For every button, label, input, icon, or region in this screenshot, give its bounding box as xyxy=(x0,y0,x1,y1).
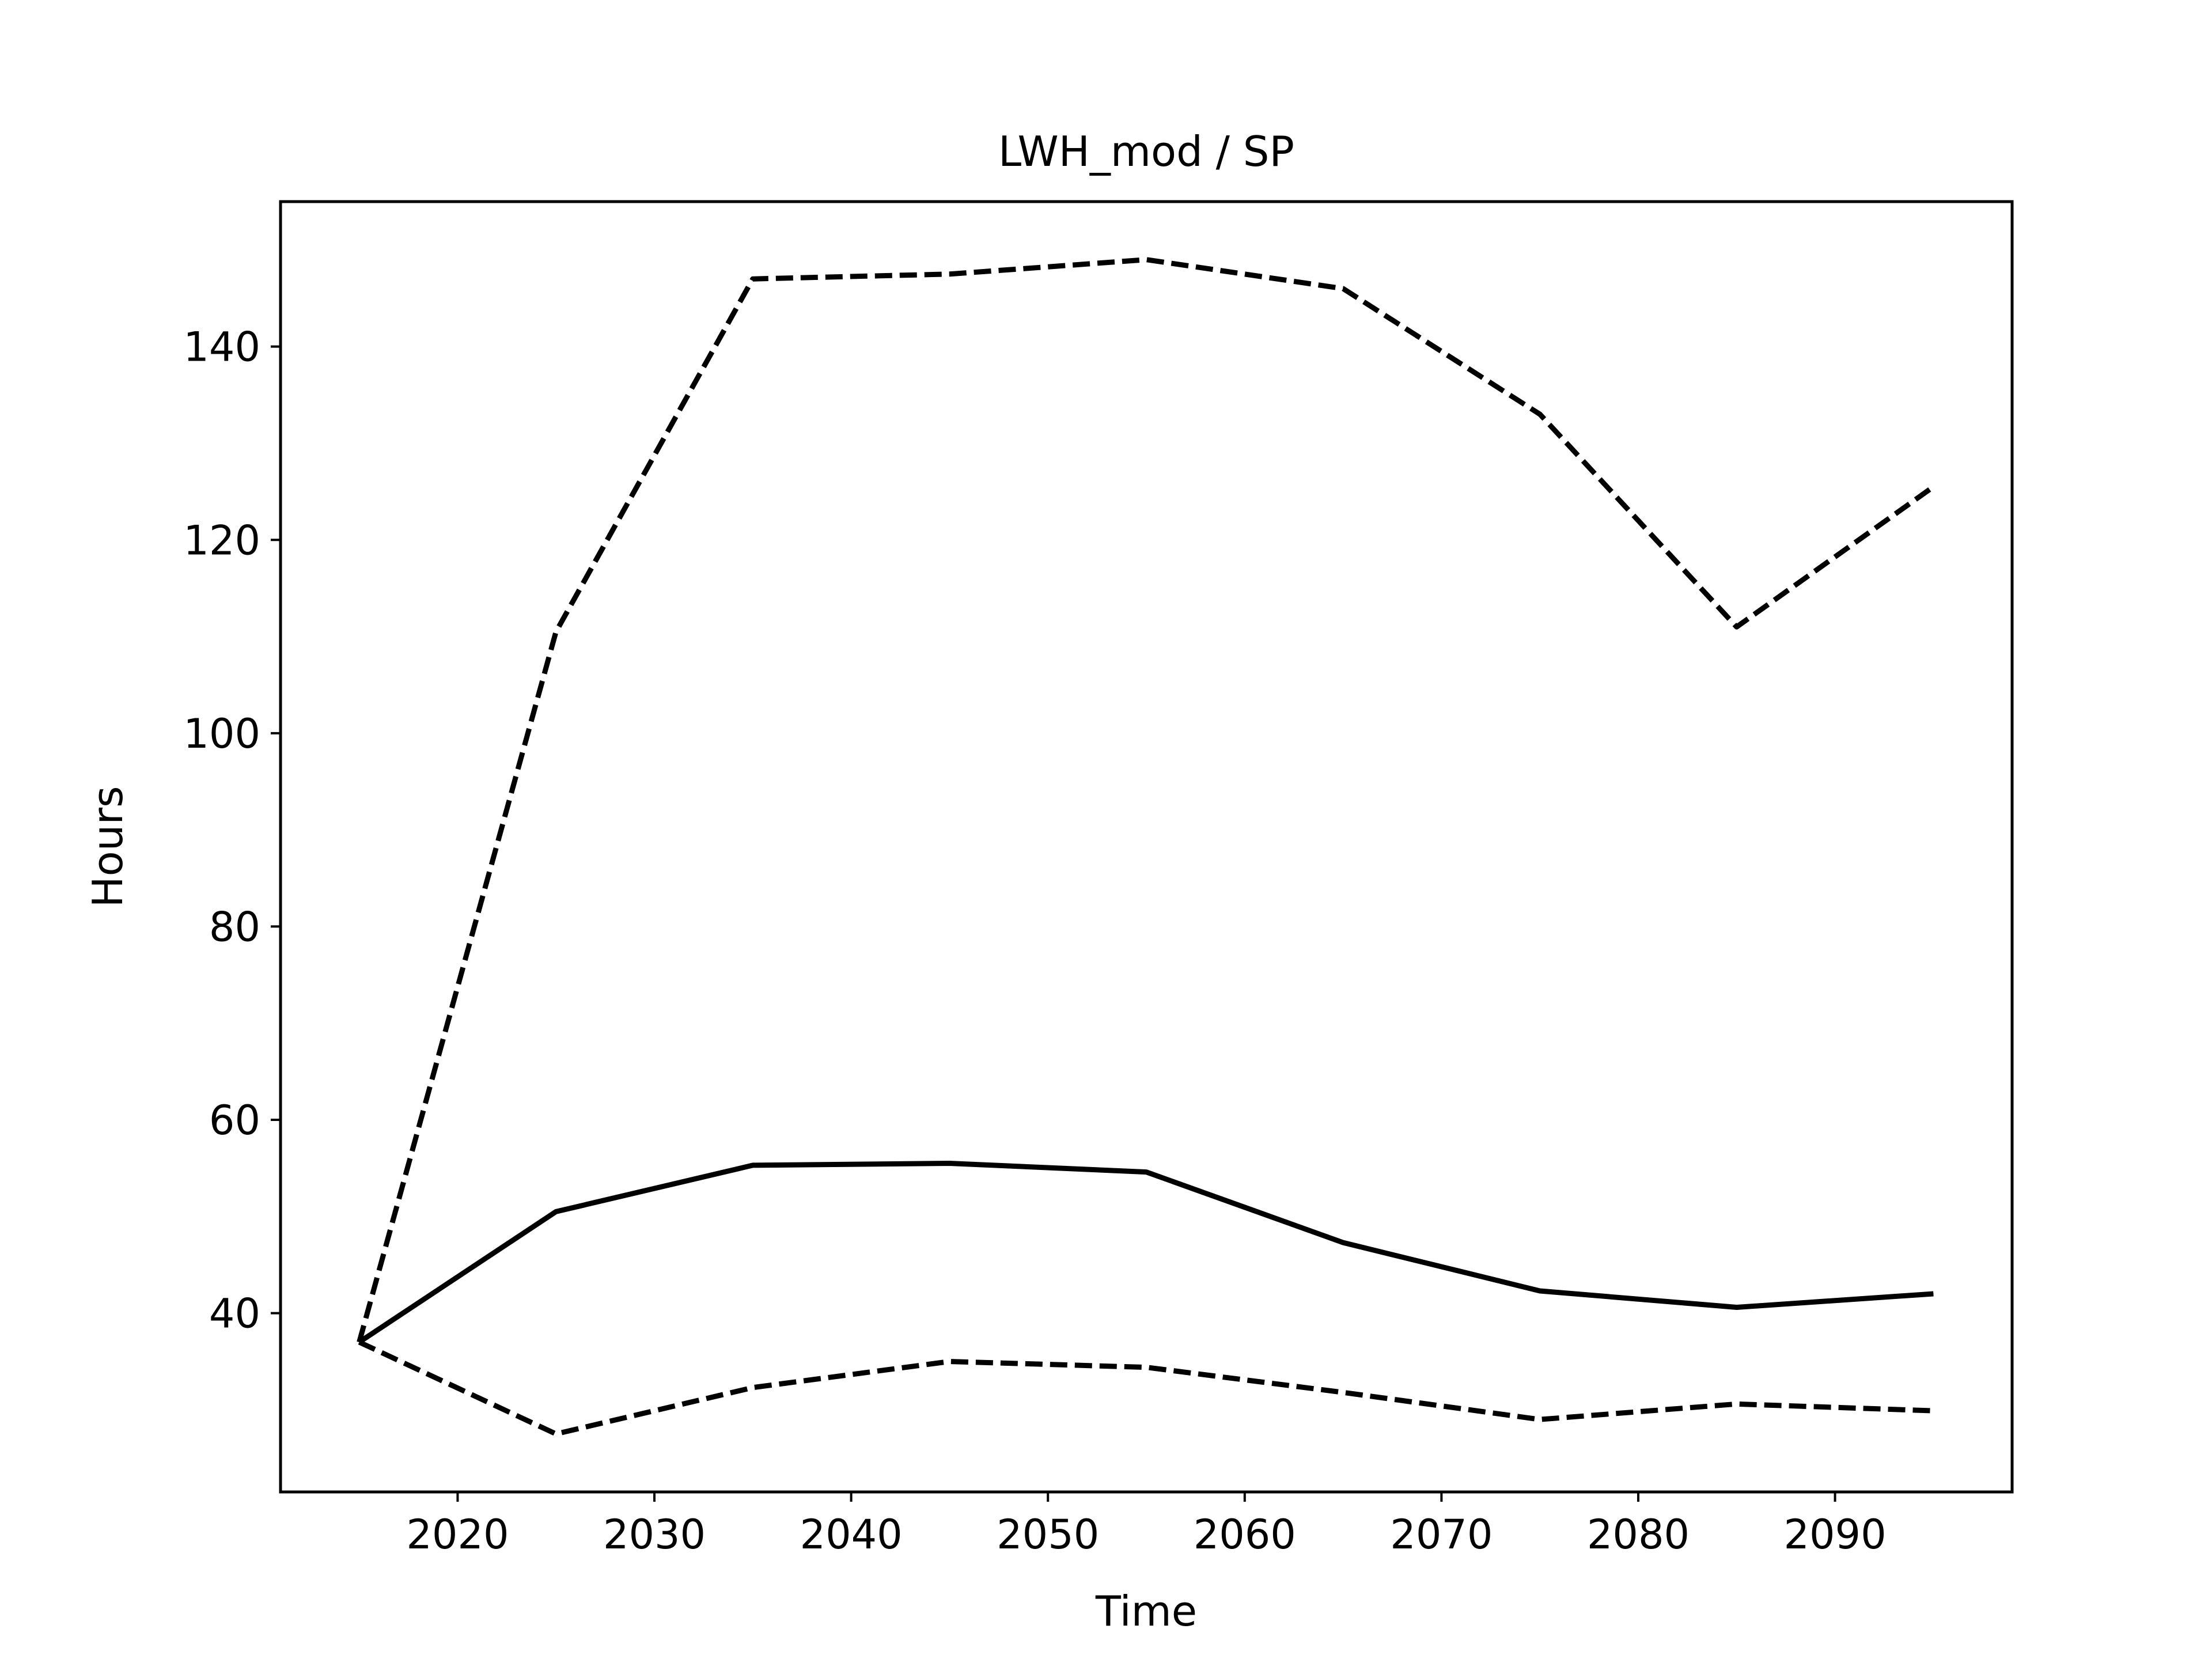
x-axis-label: Time xyxy=(1095,1587,1197,1635)
x-tick-label: 2050 xyxy=(997,1511,1099,1558)
y-tick-label: 120 xyxy=(183,517,260,564)
y-tick-label: 80 xyxy=(209,903,260,950)
y-axis-label: Hours xyxy=(84,786,132,908)
x-tick-label: 2040 xyxy=(800,1511,903,1558)
y-tick-label: 140 xyxy=(183,324,260,371)
x-tick-label: 2060 xyxy=(1194,1511,1296,1558)
series-line-3 xyxy=(358,1339,1934,1437)
series-line-2 xyxy=(358,1161,1934,1344)
x-tick-label: 2090 xyxy=(1783,1511,1886,1558)
y-tick-label: 60 xyxy=(209,1097,260,1144)
x-tick-label: 2020 xyxy=(406,1511,509,1558)
plot-area xyxy=(357,257,1936,1437)
y-tick-label: 100 xyxy=(183,710,260,757)
x-tick-label: 2070 xyxy=(1390,1511,1493,1558)
x-tick-label: 2080 xyxy=(1587,1511,1690,1558)
y-tick-label: 40 xyxy=(209,1290,260,1338)
chart-title: LWH_mod / SP xyxy=(998,127,1294,176)
axis-ticks: 2020 2030 2040 2050 2060 2070 2080 2090 40 60 80 10… xyxy=(183,324,1886,1558)
x-tick-label: 2030 xyxy=(603,1511,706,1558)
series-line-1 xyxy=(357,257,1936,1343)
plot-frame xyxy=(279,200,2014,1494)
